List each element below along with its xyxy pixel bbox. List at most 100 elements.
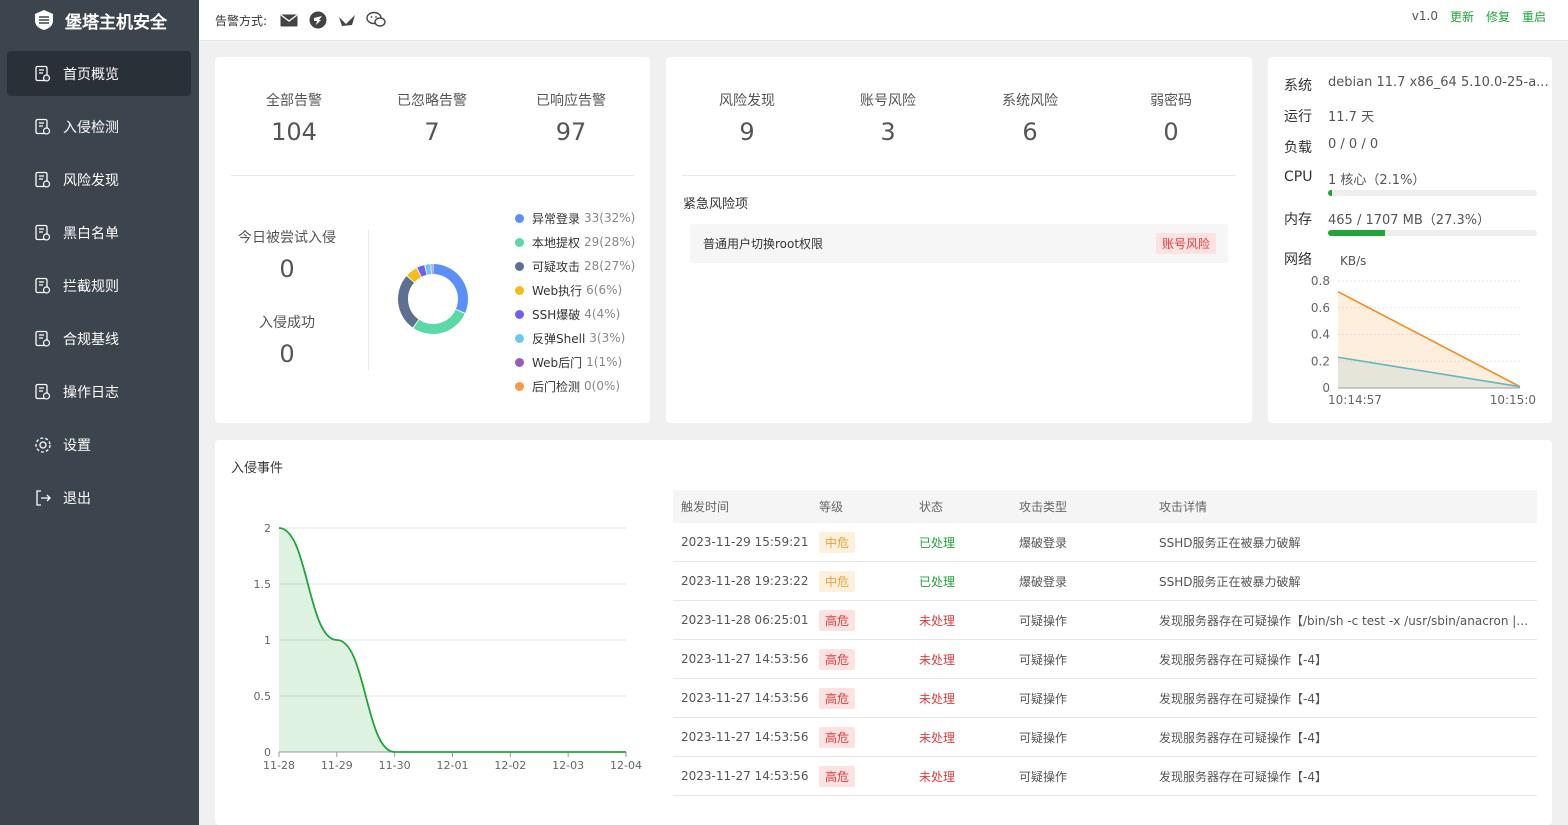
cell-text: 发现服务器存在可疑操作【/bin/sh -c test -x /usr/sbin… [1159,613,1532,628]
risk-found-stat[interactable]: 风险发现 9 [702,90,792,146]
email-icon[interactable] [279,10,299,30]
legend-item[interactable]: Web后门 1(1%) [515,350,635,374]
memory-label: 内存 [1284,212,1312,228]
donut-slice[interactable] [425,264,432,275]
intrusion-success-stat: 入侵成功 0 [232,312,342,368]
app-title: 堡塔主机安全 [65,12,167,33]
sidebar-item-label: 合规基线 [63,331,119,348]
x-tick-label: 11-30 [379,759,411,772]
donut-slice[interactable] [413,309,465,334]
today-intrusion-value: 0 [279,255,295,283]
cell-attack-detail: 发现服务器存在可疑操作【-4】 [1153,729,1537,746]
table-row[interactable]: 2023-11-29 15:59:21 中危 已处理 爆破登录 SSHD服务正在被暴力破… [673,523,1537,562]
table-row[interactable]: 2023-11-27 14:53:56 高危 未处理 可疑操作 发现服务器存在可疑操作【… [673,679,1537,718]
table-row[interactable]: 2023-11-28 06:25:01 高危 未处理 可疑操作 发现服务器存在可疑操作【… [673,601,1537,640]
app-logo: 堡塔主机安全 [0,0,199,40]
series-line [1337,290,1521,388]
version-label: v1.0 [1411,9,1438,23]
legend-item[interactable]: 后门检测 0(0%) [515,374,635,398]
sidebar-item-black-white-list[interactable]: 黑白名单 [7,210,191,255]
table-row[interactable]: 2023-11-27 14:53:56 高危 未处理 可疑操作 发现服务器存在可疑操作【… [673,640,1537,679]
network-label: 网络 [1284,252,1312,268]
sidebar-item-settings[interactable]: 设置 [7,422,191,467]
cell-text: 2023-11-27 14:53:56 [681,691,809,705]
network-row: 网络 [1284,249,1328,269]
os-row: 系统 debian 11.7 x86_64 5.10.0-25-a... [1284,75,1549,95]
restart-link[interactable]: 重启 [1521,9,1546,24]
account-risk-stat[interactable]: 账号风险 3 [843,90,933,146]
sidebar-item-label: 风险发现 [63,172,119,189]
sidebar-item-risk-discovery[interactable]: 风险发现 [7,157,191,202]
legend-item[interactable]: 可疑攻击 28(27%) [515,254,635,278]
urgent-risk-item[interactable]: 普通用户切换root权限 账号风险 [690,224,1228,263]
weak-password-stat[interactable]: 弱密码 0 [1126,90,1216,146]
sidebar-item-intercept-rules[interactable]: 拦截规则 [7,263,191,308]
responded-alerts-value: 97 [555,118,587,146]
cell-attack-type: 可疑操作 [1013,651,1153,668]
x-tick-label: 12-04 [610,759,642,772]
repair-link[interactable]: 修复 [1485,9,1510,24]
x-tick-label: 11-29 [321,759,353,772]
dingtalk-icon[interactable] [308,10,328,30]
system-risk-stat[interactable]: 系统风险 6 [985,90,1075,146]
donut-slice[interactable] [417,265,427,277]
cell-text: 2023-11-27 14:53:56 [681,652,809,666]
cell-time: 2023-11-27 14:53:56 [673,730,813,744]
sidebar-item-intrusion-detection[interactable]: 入侵检测 [7,104,191,149]
memory-usage-fill [1328,230,1386,236]
all-alerts-value: 104 [271,118,317,146]
status-text: 已处理 [919,535,956,550]
sidebar-item-overview[interactable]: 首页概览 [7,51,191,96]
donut-slice[interactable] [407,268,422,283]
level-badge: 中危 [819,570,856,592]
y-axis-unit-label: KB/s [1340,254,1366,268]
urgent-risk-title: 紧急风险项 [683,197,749,212]
update-link[interactable]: 更新 [1449,9,1474,24]
account-risk-label: 账号风险 [860,93,916,109]
sidebar-item-compliance-baseline[interactable]: 合规基线 [7,316,191,361]
legend-dot [515,237,524,247]
cell-attack-detail: 发现服务器存在可疑操作【-4】 [1153,768,1537,785]
ignored-alerts-value: 7 [424,118,440,146]
intrusion-events-card: 入侵事件 0 0.5 1 1.5 2 11-28 11-29 11-30 12-01 12-02 1… [215,440,1552,825]
legend-item[interactable]: SSH爆破 4(4%) [515,302,635,326]
table-row[interactable]: 2023-11-28 19:23:22 中危 已处理 爆破登录 SSHD服务正在被暴力破… [673,562,1537,601]
sidebar-item-logout[interactable]: 退出 [7,475,191,520]
legend-item[interactable]: 本地提权 29(28%) [515,230,635,254]
os-value: debian 11.7 x86_64 5.10.0-25-a... [1328,75,1549,90]
ignored-alerts-stat[interactable]: 已忽略告警 7 [387,90,477,146]
donut-slice[interactable] [433,264,468,313]
legend-item[interactable]: Web执行 6(6%) [515,278,635,302]
column-header-time: 触发时间 [681,500,730,514]
table-row[interactable]: 2023-11-27 14:53:56 高危 未处理 可疑操作 发现服务器存在可疑操作【… [673,757,1537,796]
cell-level: 高危 [813,609,913,631]
all-alerts-label: 全部告警 [266,93,322,109]
load-label: 负载 [1284,140,1312,156]
wechat-icon[interactable] [366,10,386,30]
status-text: 未处理 [919,769,956,784]
divider [231,175,634,176]
all-alerts-stat[interactable]: 全部告警 104 [249,90,339,146]
status-text: 未处理 [919,652,956,667]
load-value: 0 / 0 / 0 [1328,137,1379,152]
donut-slice[interactable] [398,276,419,328]
cell-status: 未处理 [913,690,1013,707]
alert-type-legend: 异常登录 33(32%) 本地提权 29(28%) 可疑攻击 28(27%) Web执行 6(… [515,206,635,398]
divider [682,175,1236,176]
legend-item[interactable]: 反弹Shell 3(3%) [515,326,635,350]
feishu-icon[interactable] [337,10,357,30]
table-header: 触发时间 等级 状态 攻击类型 攻击详情 [673,490,1537,523]
table-row[interactable]: 2023-11-27 14:53:56 高危 未处理 可疑操作 发现服务器存在可疑操作【… [673,718,1537,757]
x-tick-label: 12-02 [494,759,526,772]
cell-text: 可疑操作 [1019,613,1068,628]
memory-value: 465 / 1707 MB（27.3%） [1328,213,1491,228]
sidebar-item-operation-log[interactable]: 操作日志 [7,369,191,414]
intrusion-success-label: 入侵成功 [259,315,315,331]
cell-text: 可疑操作 [1019,769,1068,784]
legend-item[interactable]: 异常登录 33(32%) [515,206,635,230]
document-shield-icon [34,118,52,136]
responded-alerts-stat[interactable]: 已响应告警 97 [526,90,616,146]
risk-tag-badge: 账号风险 [1155,233,1216,254]
weak-password-value: 0 [1163,118,1179,146]
legend-label: Web后门 [532,355,583,370]
